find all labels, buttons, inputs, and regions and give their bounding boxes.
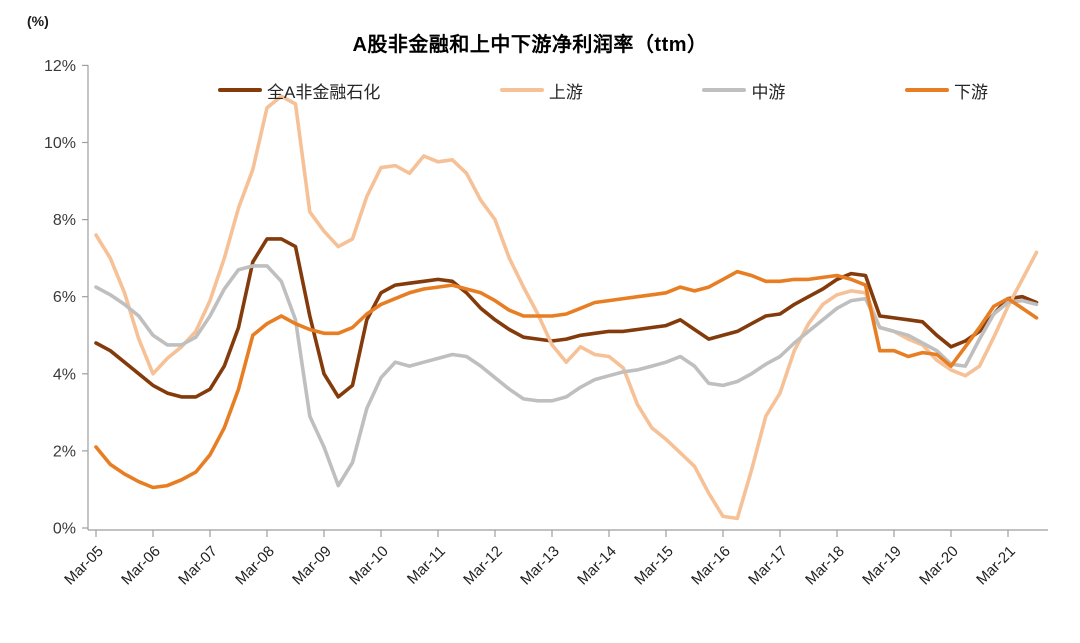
series-line	[94, 237, 1039, 399]
x-tick-label: Mar-12	[460, 543, 506, 589]
legend-label: 中游	[751, 82, 786, 102]
series-line	[94, 264, 1039, 488]
x-tick-label: Mar-17	[745, 543, 791, 589]
y-tick-label: 10%	[44, 135, 76, 152]
y-tick-label: 6%	[53, 289, 76, 306]
series-line	[94, 94, 1039, 521]
y-axis-unit-label: (%)	[27, 13, 49, 29]
legend-label: 全A非金融石化	[267, 82, 381, 102]
y-tick-label: 2%	[53, 443, 76, 460]
legend-swatch-icon	[218, 88, 262, 92]
x-tick-label: Mar-21	[973, 543, 1019, 589]
legend-item: 中游	[702, 78, 785, 103]
legend-item: 上游	[499, 78, 583, 103]
legend-label: 上游	[548, 82, 583, 102]
x-tick-label: Mar-07	[175, 543, 221, 589]
x-tick-label: Mar-15	[631, 543, 677, 589]
legend-label: 下游	[953, 82, 988, 102]
legend-swatch-icon	[904, 88, 949, 92]
x-tick-label: Mar-06	[118, 543, 164, 589]
series-line	[94, 269, 1039, 490]
x-tick-label: Mar-20	[916, 543, 962, 589]
legend-swatch-icon	[702, 88, 747, 92]
x-tick-label: Mar-10	[346, 543, 392, 589]
x-tick-label: Mar-16	[688, 543, 734, 589]
x-tick-label: Mar-05	[61, 543, 107, 589]
y-tick-label: 0%	[53, 521, 76, 538]
x-tick-label: Mar-08	[232, 543, 278, 589]
y-tick-label: 8%	[53, 212, 76, 229]
y-tick-label: 4%	[53, 366, 76, 383]
x-tick-label: Mar-19	[859, 543, 905, 589]
x-tick-label: Mar-09	[289, 543, 335, 589]
x-tick-label: Mar-13	[517, 543, 563, 589]
x-tick-label: Mar-14	[574, 543, 620, 589]
legend-item: 全A非金融石化	[218, 78, 380, 103]
y-tick-label: 12%	[44, 58, 76, 75]
x-tick-label: Mar-18	[802, 543, 848, 589]
chart-title: A股非金融和上中下游净利润率（ttm）	[352, 34, 708, 56]
legend-swatch-icon	[499, 88, 544, 92]
legend: 全A非金融石化 上游 中游 下游	[218, 78, 988, 103]
x-tick-label: Mar-11	[404, 543, 449, 588]
legend-item: 下游	[904, 78, 988, 103]
